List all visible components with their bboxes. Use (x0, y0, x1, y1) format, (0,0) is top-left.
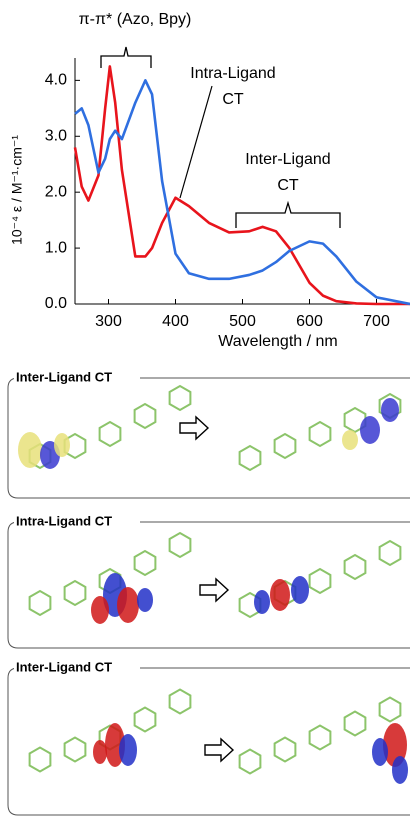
panel-title: Intra-Ligand CT (16, 513, 112, 528)
molecule-ring (168, 384, 192, 412)
molecule-ring (133, 706, 157, 733)
annotation: CT (277, 177, 299, 194)
molecule-ring (168, 531, 192, 559)
molecule-ring (238, 444, 262, 472)
molecule-ring (28, 746, 52, 773)
orbital-lobe (360, 416, 380, 444)
molecule-ring (238, 748, 262, 775)
orbital-lobe (291, 576, 309, 604)
orbital-lobe (383, 723, 407, 767)
molecule-ring (63, 579, 87, 607)
orbital-lobe (117, 587, 139, 623)
panel-title-bg (14, 513, 140, 531)
series-line (73, 65, 410, 306)
annotation: CT (222, 91, 244, 108)
molecule-ring (308, 567, 332, 595)
annotation: π-π* (Azo, Bpy) (79, 11, 192, 28)
pointer (179, 85, 213, 199)
molecule-ring (168, 688, 192, 715)
panel-frame (7, 667, 410, 816)
arrow (179, 415, 210, 441)
series-line (74, 79, 410, 306)
arrow (204, 737, 235, 763)
molecule-ring (98, 420, 122, 448)
orbital-lobe (18, 432, 42, 468)
bracket (235, 200, 341, 228)
arrow (199, 577, 230, 603)
orbital-lobe (137, 588, 153, 612)
molecule-ring (378, 539, 402, 567)
orbital-lobe (392, 756, 408, 784)
x-tick-label: 400 (162, 313, 189, 330)
y-tick-label: 0.0 (45, 295, 67, 312)
orbital-lobe (119, 734, 137, 766)
panel-frame (7, 521, 410, 649)
panel-title-bg (14, 369, 140, 387)
orbital-lobe (381, 398, 399, 422)
orbital-lobe (54, 433, 70, 457)
molecule-ring (343, 553, 367, 581)
y-tick-label: 1.0 (45, 239, 67, 256)
panels: Inter-Ligand CT Intra-Ligand CT Inter-Liga… (7, 369, 410, 816)
molecule-ring (273, 432, 297, 460)
orbital-lobe (254, 590, 270, 614)
orbital-lobe (91, 596, 109, 624)
molecule-ring (378, 696, 402, 723)
molecule-ring (28, 589, 52, 617)
y-tick-label: 3.0 (45, 127, 67, 144)
orbital-lobe (372, 738, 388, 766)
panel-title: Inter-Ligand CT (16, 369, 112, 384)
panel-frame (7, 377, 410, 499)
y-tick-label: 2.0 (45, 183, 67, 200)
molecule-ring (308, 420, 332, 448)
y-tick-label: 4.0 (45, 72, 67, 89)
orbital-lobe (342, 430, 358, 450)
molecule-ring (133, 549, 157, 577)
orbital-lobe (93, 740, 107, 764)
molecule-ring (133, 402, 157, 430)
orbital-lobe (270, 579, 290, 611)
molecule-ring (273, 736, 297, 763)
x-tick-label: 600 (296, 313, 323, 330)
x-tick-label: 700 (363, 313, 390, 330)
y-axis-label: 10⁻⁴ ε / M⁻¹·cm⁻¹ (9, 135, 25, 245)
molecule-ring (308, 724, 332, 751)
panel-title: Inter-Ligand CT (16, 659, 112, 674)
annotation: Inter-Ligand (245, 151, 330, 168)
bracket (100, 46, 152, 68)
molecule-ring (63, 736, 87, 763)
molecule-ring (343, 406, 367, 434)
x-tick-label: 500 (229, 313, 256, 330)
panel-title-bg (14, 659, 140, 677)
molecule-ring (343, 710, 367, 737)
annotation: Intra-Ligand (190, 65, 275, 82)
x-axis-label: Wavelength / nm (218, 333, 337, 350)
x-tick-label: 300 (95, 313, 122, 330)
